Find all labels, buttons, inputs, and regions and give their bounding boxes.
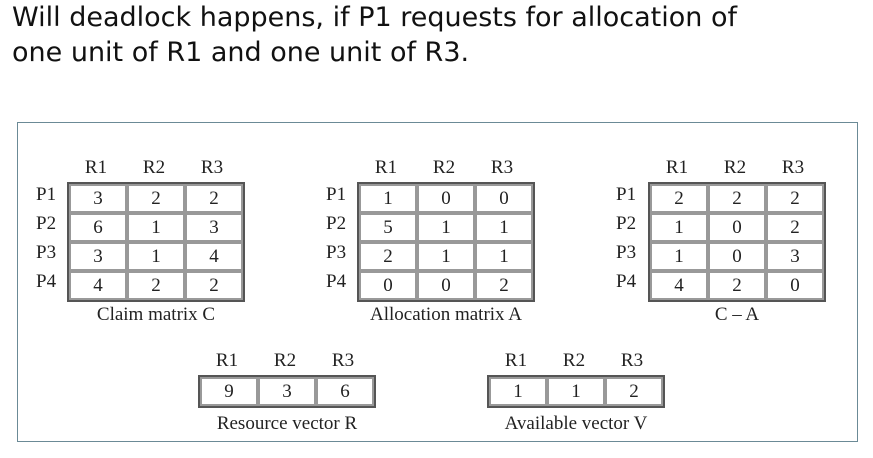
- claim-matrix-grid: 3 2 2 6 1 3 3 1 4 4 2 2: [67, 182, 245, 302]
- matrix-cell: 2: [708, 184, 766, 213]
- matrix-cell: 1: [650, 242, 708, 271]
- matrix-cell: 0: [417, 184, 475, 213]
- matrix-cell: 1: [475, 242, 533, 271]
- matrix-cell: 0: [766, 271, 824, 300]
- vector-cell: 3: [258, 377, 316, 406]
- matrix-cell: 4: [69, 271, 127, 300]
- column-header: R2: [432, 157, 456, 178]
- column-header: R3: [200, 157, 224, 178]
- row-label: P2: [616, 213, 637, 234]
- column-header: R1: [215, 350, 239, 371]
- matrix-cell: 2: [708, 271, 766, 300]
- matrix-cell: 1: [417, 242, 475, 271]
- resource-vector-caption: Resource vector R: [216, 413, 358, 434]
- column-header: R3: [620, 350, 644, 371]
- need-matrix-grid: 2 2 2 1 0 2 1 0 3 4 2 0: [648, 182, 826, 302]
- matrix-cell: 4: [650, 271, 708, 300]
- matrix-cell: 1: [127, 213, 185, 242]
- column-header: R3: [781, 157, 805, 178]
- resource-vector-grid: 9 3 6: [198, 375, 376, 408]
- matrix-cell: 3: [69, 184, 127, 213]
- vector-cell: 9: [200, 377, 258, 406]
- row-label: P2: [326, 213, 347, 234]
- column-header: R2: [142, 157, 166, 178]
- matrix-cell: 2: [359, 242, 417, 271]
- available-vector-caption: Available vector V: [504, 413, 648, 434]
- matrix-cell: 1: [417, 213, 475, 242]
- matrices-figure: R1 R2 R3 P1 P2 P3 P4 3 2 2 6 1 3 3 1 4 4…: [17, 122, 858, 442]
- matrix-cell: 0: [359, 271, 417, 300]
- row-label: P4: [36, 271, 57, 292]
- question-line-2: one unit of R1 and one unit of R3.: [12, 37, 470, 68]
- row-label: P2: [36, 213, 57, 234]
- column-header: R3: [331, 350, 355, 371]
- matrix-cell: 2: [185, 271, 243, 300]
- question-text: Will deadlock happens, if P1 requests fo…: [12, 0, 862, 70]
- matrix-cell: 0: [708, 213, 766, 242]
- matrix-cell: 1: [127, 242, 185, 271]
- column-header: R2: [273, 350, 297, 371]
- matrix-cell: 3: [69, 242, 127, 271]
- vector-cell: 1: [547, 377, 605, 406]
- matrix-cell: 0: [417, 271, 475, 300]
- matrix-cell: 1: [475, 213, 533, 242]
- row-label: P1: [616, 184, 637, 205]
- matrix-cell: 2: [185, 184, 243, 213]
- matrix-cell: 2: [127, 184, 185, 213]
- matrix-cell: 3: [185, 213, 243, 242]
- row-label: P4: [326, 271, 347, 292]
- vector-cell: 1: [489, 377, 547, 406]
- claim-matrix-caption: Claim matrix C: [96, 304, 216, 325]
- column-header: R1: [504, 350, 528, 371]
- matrix-cell: 6: [69, 213, 127, 242]
- row-label: P4: [616, 271, 637, 292]
- column-header: R1: [665, 157, 689, 178]
- vector-cell: 2: [605, 377, 663, 406]
- allocation-matrix-grid: 1 0 0 5 1 1 2 1 1 0 0 2: [357, 182, 535, 302]
- need-matrix-caption: C – A: [714, 304, 760, 325]
- matrix-cell: 0: [708, 242, 766, 271]
- row-label: P3: [36, 242, 57, 263]
- matrix-cell: 1: [650, 213, 708, 242]
- column-header: R1: [374, 157, 398, 178]
- vector-cell: 6: [316, 377, 374, 406]
- allocation-matrix-caption: Allocation matrix A: [370, 304, 522, 325]
- column-header: R2: [562, 350, 586, 371]
- row-label: P1: [326, 184, 347, 205]
- row-label: P1: [36, 184, 57, 205]
- available-vector-grid: 1 1 2: [487, 375, 665, 408]
- matrix-cell: 5: [359, 213, 417, 242]
- matrix-cell: 2: [766, 184, 824, 213]
- matrix-cell: 1: [359, 184, 417, 213]
- column-header: R1: [84, 157, 108, 178]
- matrix-cell: 2: [475, 271, 533, 300]
- row-label: P3: [616, 242, 637, 263]
- row-label: P3: [326, 242, 347, 263]
- column-header: R2: [723, 157, 747, 178]
- matrix-cell: 2: [650, 184, 708, 213]
- matrix-cell: 2: [766, 213, 824, 242]
- matrix-cell: 2: [127, 271, 185, 300]
- matrix-cell: 4: [185, 242, 243, 271]
- matrix-cell: 0: [475, 184, 533, 213]
- question-line-1: Will deadlock happens, if P1 requests fo…: [12, 2, 738, 33]
- matrix-cell: 3: [766, 242, 824, 271]
- column-header: R3: [490, 157, 514, 178]
